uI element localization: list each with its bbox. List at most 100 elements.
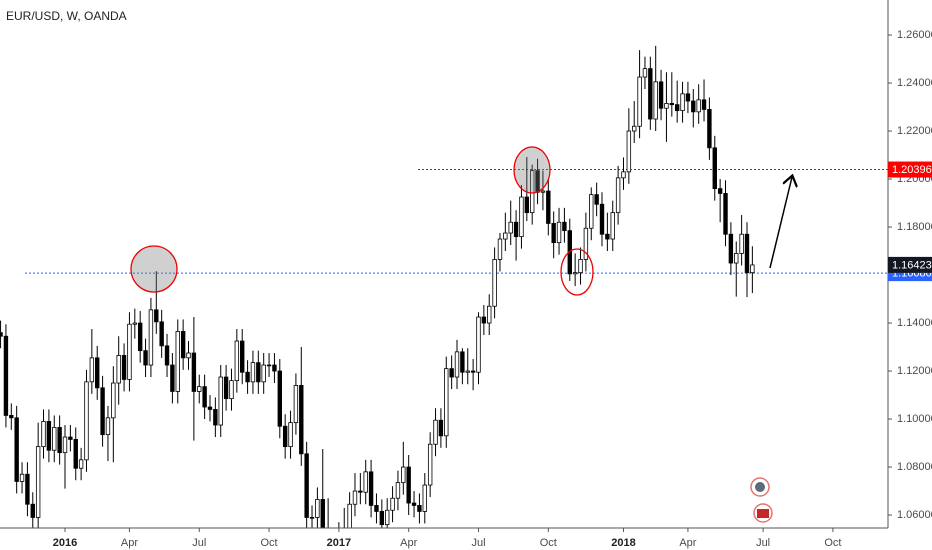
candle-body [433, 419, 438, 445]
candle-body [250, 362, 256, 383]
candle-body [3, 335, 9, 416]
candle-body [460, 351, 465, 373]
candle-body [309, 517, 315, 519]
plot-area [0, 45, 888, 528]
price-tag [888, 161, 932, 178]
candle-body [266, 364, 272, 367]
candle-body [277, 370, 282, 427]
x-tick-label: Apr [400, 537, 417, 549]
x-tick-label: 2017 [327, 537, 351, 549]
candle-body [111, 382, 116, 419]
price-tag-label: 1.20396 [892, 164, 932, 176]
candle-body [384, 509, 390, 526]
candle-body [197, 386, 202, 392]
candle-body [282, 425, 288, 448]
candle-body [734, 253, 739, 264]
candle-body [202, 386, 207, 408]
x-tick-label: Apr [121, 537, 138, 549]
candle-body [68, 436, 73, 440]
candle-body [750, 264, 755, 274]
x-tick-label: Oct [260, 537, 277, 549]
candle-body [159, 321, 164, 347]
x-tick-label: Jul [192, 537, 206, 549]
candle-body [105, 417, 111, 436]
candle-body [685, 93, 691, 102]
y-tick-label: 1.18000 [897, 221, 932, 233]
candle-body [299, 385, 304, 455]
arrow [769, 177, 792, 269]
candle-body [717, 188, 723, 194]
x-tick-label: Jul [756, 537, 770, 549]
y-tick-label: 1.22000 [897, 125, 932, 137]
candle-body [481, 316, 487, 324]
candle-body [680, 93, 685, 112]
candle-body [508, 221, 513, 234]
circle-marker [560, 248, 594, 296]
candle-body [223, 376, 229, 400]
candle-body [610, 212, 615, 240]
candle-body [438, 419, 444, 437]
candle-body [519, 196, 524, 238]
x-tick-label: Jul [471, 537, 485, 549]
candle-body [696, 99, 701, 113]
candle-body [632, 125, 637, 132]
candle-body [626, 130, 632, 173]
candle-body [669, 103, 675, 106]
candle-body [637, 76, 642, 127]
annotations [130, 146, 792, 523]
candle-body [444, 368, 449, 437]
candle-body [395, 482, 401, 499]
candle-body [653, 81, 658, 120]
chart-title: EUR/USD, W, OANDA [6, 9, 127, 23]
candle-body [594, 194, 599, 205]
candle-body [744, 233, 750, 274]
candle-body [503, 232, 508, 240]
candle-body [320, 499, 325, 528]
candle-body [52, 427, 57, 451]
candle-body [154, 309, 159, 323]
candle-body [712, 147, 717, 190]
candle-body [186, 352, 191, 359]
candle-body [664, 103, 669, 109]
y-tick-label: 1.14000 [897, 317, 932, 329]
candle-body [605, 233, 610, 240]
y-tick-label: 1.08000 [897, 461, 932, 473]
candle-body [9, 415, 14, 419]
candle-body [599, 203, 605, 235]
candle-body [621, 171, 626, 179]
candle-body [465, 370, 470, 373]
x-tick-label: Apr [679, 537, 696, 549]
candle-body [658, 81, 664, 109]
candle-body [723, 193, 728, 235]
candle-body [256, 362, 261, 383]
candle-body [213, 409, 218, 426]
candle-body [261, 364, 266, 383]
candle-body [62, 436, 68, 454]
candle-body [207, 406, 213, 410]
candle-body [180, 331, 186, 359]
candle-body [674, 104, 680, 112]
candle-body [170, 364, 175, 392]
candle-body [497, 238, 503, 260]
candle-body [728, 233, 734, 264]
candle-body [363, 471, 368, 493]
candle-body [164, 345, 170, 366]
candle-body [127, 323, 132, 380]
candle-body [578, 259, 583, 274]
candle-body [143, 350, 148, 366]
candle-body [615, 177, 621, 214]
y-tick-label: 1.24000 [897, 77, 932, 89]
candle-body [352, 490, 358, 505]
candle-body [89, 357, 95, 383]
candle-body [347, 503, 352, 528]
candle-body [272, 364, 277, 372]
candle-body [411, 502, 417, 506]
candle-body [46, 421, 52, 451]
candle-body [25, 473, 30, 505]
candle-body [358, 490, 363, 493]
candle-body [513, 221, 519, 238]
candle-body [691, 100, 696, 113]
candle-body [41, 421, 46, 448]
